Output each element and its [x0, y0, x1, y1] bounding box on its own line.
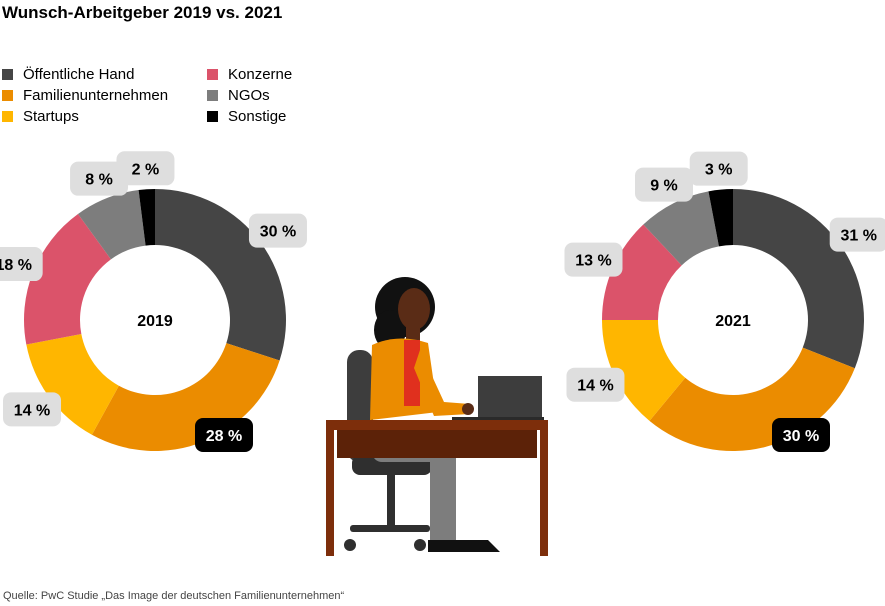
- donut-center-label: 2019: [137, 313, 173, 330]
- legend-item-familienunternehmen: Familienunternehmen: [2, 87, 168, 104]
- data-label: 13 %: [575, 253, 611, 270]
- donut-chart-2019: 2019 30 % 28 % 14 % 18 % 8 % 2 %: [0, 151, 307, 452]
- legend-swatch: [2, 90, 13, 101]
- data-label: 31 %: [840, 228, 876, 245]
- donut-slice-startups: [26, 334, 119, 435]
- data-label-box: [3, 392, 62, 427]
- data-label: 28 %: [206, 428, 242, 445]
- data-label-box: [70, 161, 129, 196]
- data-label-box: [829, 217, 885, 252]
- legend-swatch: [207, 90, 218, 101]
- donut-slice-konzerne: [23, 214, 111, 345]
- donut-slice--ffentliche-hand: [733, 189, 864, 369]
- legend-label: NGOs: [228, 87, 270, 104]
- donut-slice-sonstige: [708, 189, 733, 247]
- source-note: Quelle: PwC Studie „Das Image der deutsc…: [3, 590, 345, 602]
- legend-label: Startups: [23, 108, 79, 125]
- office-worker-illustration: [326, 277, 548, 556]
- donut-slice-ngos: [78, 190, 146, 260]
- legend-label: Konzerne: [228, 66, 293, 83]
- legend-label: Familienunternehmen: [23, 87, 169, 104]
- data-label-box: [772, 418, 830, 452]
- data-label: 3 %: [705, 162, 733, 179]
- data-label: 9 %: [650, 178, 678, 195]
- legend-item-ngos: NGOs: [207, 87, 270, 104]
- donut-slice-konzerne: [602, 224, 682, 320]
- legend-item-sonstige: Sonstige: [207, 108, 286, 125]
- legend-swatch: [2, 69, 13, 80]
- legend-swatch: [2, 111, 13, 122]
- data-label-box: [248, 213, 307, 248]
- data-label: 14 %: [577, 378, 613, 395]
- data-label-box: [634, 167, 693, 202]
- legend-swatch: [207, 69, 218, 80]
- donut-slice-sonstige: [138, 189, 155, 246]
- data-label: 14 %: [14, 402, 50, 419]
- donut-slice--ffentliche-hand: [155, 189, 286, 361]
- data-label-box: [566, 367, 625, 402]
- legend-label: Sonstige: [228, 108, 287, 125]
- legend-swatch: [207, 111, 218, 122]
- legend-item-startups: Startups: [2, 108, 79, 125]
- legend-item-oeffentliche-hand: Öffentliche Hand: [2, 66, 134, 83]
- donut-slice-startups: [602, 320, 686, 421]
- legend-item-konzerne: Konzerne: [207, 66, 292, 83]
- chart-title: Wunsch-Arbeitgeber 2019 vs. 2021: [2, 3, 283, 22]
- donut-center-label: 2021: [715, 313, 751, 330]
- data-label: 18 %: [0, 257, 32, 274]
- legend-label: Öffentliche Hand: [23, 66, 135, 83]
- data-label-box: [689, 151, 748, 186]
- donut-chart-2021: 2021 31 % 30 % 14 % 13 % 9 % 3 %: [564, 151, 885, 452]
- data-label: 30 %: [260, 224, 296, 241]
- data-label-box: [116, 151, 175, 186]
- data-label-box: [0, 247, 43, 282]
- data-label-box: [195, 418, 253, 452]
- data-label: 8 %: [85, 172, 113, 189]
- data-label: 2 %: [132, 161, 160, 178]
- data-label-box: [564, 242, 623, 277]
- donut-slice-ngos: [643, 191, 719, 266]
- data-label: 30 %: [783, 428, 819, 445]
